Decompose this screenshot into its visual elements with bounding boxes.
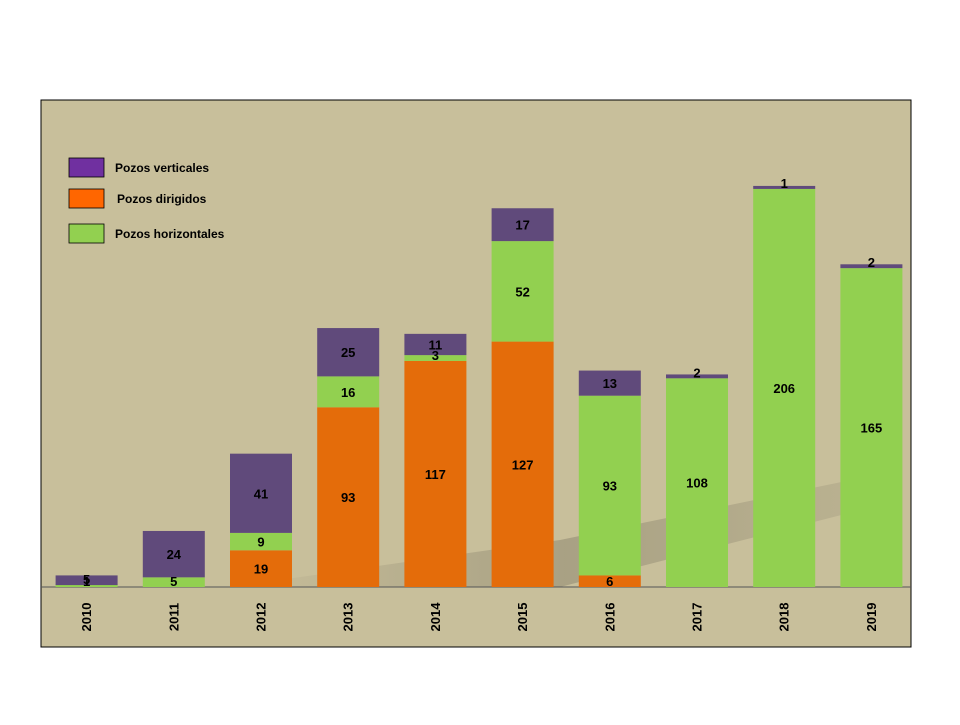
data-label: 93: [603, 479, 617, 494]
x-tick-label: 2013: [341, 603, 356, 632]
bar-2017-pozos-horizontales: [666, 378, 728, 587]
data-label: 3: [432, 348, 439, 363]
bar-2012-pozos-verticales: [230, 453, 292, 533]
bar-2015-pozos-verticales: [491, 208, 554, 242]
bars: [55, 185, 903, 587]
x-tick-label: 2017: [690, 603, 705, 632]
bar-2018-pozos-horizontales: [753, 188, 816, 587]
data-label: 117: [425, 467, 446, 482]
bar-2019-pozos-horizontales: [840, 268, 903, 587]
x-tick-label: 2011: [166, 603, 181, 631]
bar-2010-pozos-horizontales: [55, 584, 118, 587]
legend-swatch: [68, 157, 105, 178]
bar-2011-pozos-horizontales: [142, 577, 205, 587]
data-label: 13: [603, 376, 617, 391]
data-label: 165: [861, 421, 883, 436]
bar-2015-pozos-horizontales: [491, 241, 554, 342]
data-label: 6: [606, 574, 613, 589]
legend-label: Pozos dirigidos: [117, 192, 207, 206]
data-label: 1: [781, 176, 788, 191]
bar-2010-pozos-verticales: [55, 575, 118, 586]
x-tick-label: 2012: [254, 603, 269, 632]
data-label: 5: [170, 574, 177, 589]
data-label: 206: [773, 381, 795, 396]
data-label: 108: [686, 476, 708, 491]
data-label: 2: [868, 255, 875, 270]
x-tick-label: 2014: [428, 602, 443, 632]
data-label: 2: [693, 365, 700, 380]
x-tick-label: 2019: [864, 603, 879, 632]
x-tick-label: 2010: [79, 603, 94, 632]
bar-2014-pozos-horizontales: [404, 355, 467, 361]
data-label: 11: [429, 337, 443, 352]
data-label: 19: [254, 562, 268, 577]
bar-2016-pozos-dirigidos: [578, 575, 641, 587]
bar-2014-pozos-verticales: [404, 333, 467, 356]
bar-2016-pozos-horizontales: [578, 395, 641, 576]
data-label: 17: [515, 218, 529, 233]
bar-2014-pozos-dirigidos: [404, 360, 467, 587]
x-tick-label: 2015: [515, 603, 530, 632]
legend-label: Pozos verticales: [115, 161, 209, 175]
data-label: 1: [83, 574, 90, 589]
x-tick-label: 2018: [777, 603, 792, 632]
bar-2012-pozos-dirigidos: [230, 550, 292, 587]
data-label: 25: [341, 345, 355, 360]
bar-2013-pozos-verticales: [317, 328, 380, 377]
data-label: 127: [512, 457, 534, 472]
bar-2011-pozos-verticales: [142, 530, 205, 578]
x-tick-label: 2016: [602, 603, 617, 632]
data-label: 24: [167, 547, 182, 562]
bar-2013-pozos-dirigidos: [317, 407, 380, 587]
bar-2016-pozos-verticales: [578, 370, 641, 396]
data-label: 93: [341, 490, 355, 505]
bar-2013-pozos-horizontales: [317, 376, 380, 408]
legend-swatch: [68, 223, 105, 244]
legend: Pozos verticales Pozos dirigidos Pozos hor…: [68, 157, 225, 244]
x-axis-tick-labels: 2010 2011 2012 2013 2014 2015 2016 2017 2018 2019: [79, 602, 879, 632]
bar-2019-pozos-verticales: [840, 264, 903, 269]
data-label: 5: [83, 572, 90, 587]
bar-2018-pozos-verticales: [753, 185, 816, 189]
data-label: 41: [254, 486, 268, 501]
bar-2015-pozos-dirigidos: [491, 341, 554, 587]
bar-2017-pozos-verticales: [666, 374, 728, 379]
data-label: 16: [341, 385, 355, 400]
data-label: 9: [257, 535, 264, 550]
legend-label: Pozos horizontales: [115, 227, 225, 241]
data-label: 52: [515, 284, 529, 299]
bar-2012-pozos-horizontales: [230, 532, 292, 551]
legend-swatch: [68, 188, 105, 209]
